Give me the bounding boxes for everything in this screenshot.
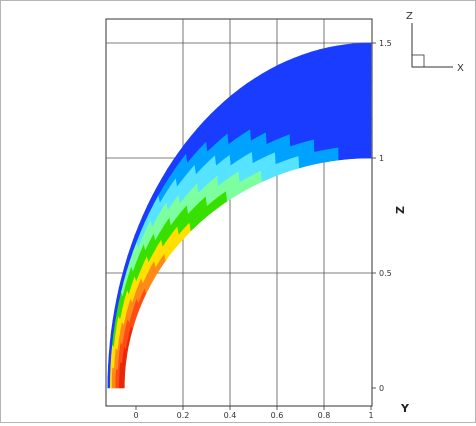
contour-cell <box>337 120 347 135</box>
contour-cell <box>337 95 347 110</box>
contour-cell <box>346 145 356 160</box>
contour-cell <box>329 108 339 124</box>
contour-cell <box>320 85 330 101</box>
y-axis-title: Z <box>394 206 407 214</box>
contour-cell <box>346 132 356 147</box>
contour-cell <box>337 133 347 148</box>
contour-cell <box>336 69 347 85</box>
contour-region <box>107 42 372 389</box>
contour-cell <box>313 124 323 140</box>
x-tick-label: 0.6 <box>271 411 284 420</box>
contour-cell <box>362 119 372 133</box>
contour-cell <box>345 94 355 109</box>
contour-cell <box>362 93 372 108</box>
contour-cell <box>312 111 323 128</box>
contour-cell <box>336 44 346 59</box>
contour-cell <box>338 146 348 161</box>
contour-cell <box>344 43 355 58</box>
contour-cell <box>310 49 321 65</box>
contour-cell <box>345 107 355 122</box>
contour-cell <box>329 121 339 137</box>
contour-cell <box>328 58 338 74</box>
triad-z-label: Z <box>406 11 413 22</box>
contour-cell <box>108 353 112 367</box>
y-tick-label: 1.5 <box>379 39 392 48</box>
contour-cell <box>306 151 316 167</box>
x-tick-label: 1 <box>368 411 373 420</box>
contour-cell <box>329 134 339 149</box>
y-axis-ticks: 0 0.5 1 1.5 <box>372 39 392 393</box>
contour-cell <box>345 56 355 71</box>
contour-cell <box>362 80 372 95</box>
contour-cell <box>297 140 308 157</box>
contour-cell <box>354 145 364 159</box>
x-axis-ticks: 0 0.2 0.4 0.6 0.8 1 <box>133 406 374 420</box>
contour-cell <box>328 70 338 86</box>
contour-cell <box>327 45 338 61</box>
contour-cell <box>107 364 111 378</box>
contour-cell <box>354 119 364 134</box>
x-axis-title: Y <box>400 402 410 415</box>
contour-cell <box>311 74 322 90</box>
contour-cell <box>312 86 322 103</box>
contour-cell <box>354 106 363 121</box>
contour-cell <box>320 97 330 113</box>
contour-cell <box>321 122 331 138</box>
contour-cell <box>320 72 330 88</box>
y-tick-label: 1 <box>379 154 384 163</box>
contour-cell <box>319 47 329 63</box>
contour-cell <box>336 57 346 72</box>
contour-cell <box>321 135 331 151</box>
contour-cell <box>328 83 338 99</box>
contour-cell <box>302 51 312 68</box>
contour-cell <box>337 107 347 123</box>
x-tick-label: 0.8 <box>318 411 331 420</box>
x-tick-label: 0.2 <box>177 411 190 420</box>
contour-cell <box>330 146 340 162</box>
contour-cell <box>362 42 372 57</box>
contour-cell <box>353 55 363 70</box>
contour-cell <box>353 81 363 96</box>
contour-cell <box>353 42 363 57</box>
plot-border <box>105 18 373 407</box>
y-tick-label: 0.5 <box>379 269 392 278</box>
contour-cell <box>362 68 372 82</box>
contour-cell <box>362 132 372 146</box>
contour-cell <box>328 96 339 111</box>
contour-cell <box>305 138 315 154</box>
contour-cell <box>305 126 315 142</box>
contour-cell <box>337 82 347 97</box>
contour-cell <box>353 93 364 108</box>
contour-cell <box>313 137 323 152</box>
x-tick-label: 0.4 <box>224 411 237 420</box>
contour-cell <box>345 68 355 84</box>
triad-x-label: X <box>457 63 464 74</box>
contour-cell <box>294 54 304 71</box>
contour-cell <box>312 99 322 115</box>
y-tick-label: 0 <box>379 384 384 393</box>
axis-triad: Z X <box>406 11 464 74</box>
x-tick-label: 0 <box>133 411 138 420</box>
contour-cell <box>314 149 324 165</box>
contour-cell <box>353 68 363 83</box>
contour-cell <box>322 148 332 163</box>
contour-cell <box>354 132 364 147</box>
contour-cell <box>362 106 372 121</box>
contour-cell <box>321 110 331 126</box>
contour-cell <box>345 81 355 96</box>
contour-cell <box>362 55 372 70</box>
contour-cell <box>319 59 330 76</box>
contour-cell <box>362 144 372 159</box>
contour-cell <box>107 376 111 389</box>
triad-box <box>411 54 425 68</box>
contour-cell <box>345 119 355 135</box>
